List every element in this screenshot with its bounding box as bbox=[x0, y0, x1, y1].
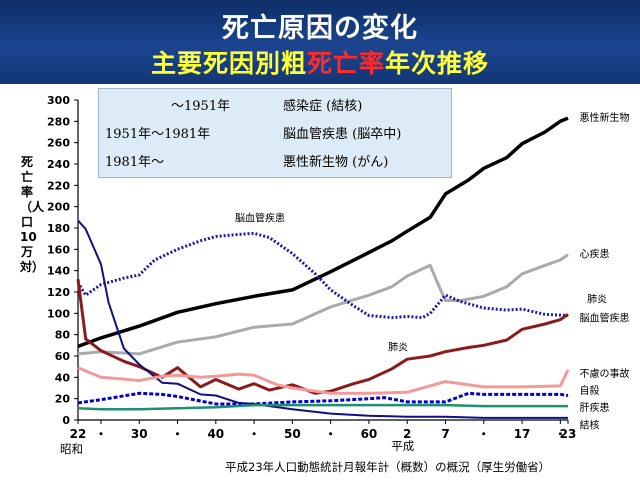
series-line-不慮の事故 bbox=[77, 366, 570, 395]
series-label: 脳血管疾患 bbox=[579, 312, 629, 325]
subtitle-part-b: 死亡率 bbox=[306, 49, 385, 78]
y-tick-label: 180 bbox=[47, 222, 70, 235]
series-line-脳血管疾患 bbox=[76, 231, 569, 320]
y-tick-label: 60 bbox=[55, 350, 71, 363]
y-tick-label: 260 bbox=[47, 137, 70, 150]
y-tick-label: 120 bbox=[47, 286, 70, 299]
series-line-悪性新生物 bbox=[77, 116, 569, 349]
x-tick-label: ・ bbox=[478, 427, 490, 441]
x-tick-label: ・ bbox=[248, 427, 260, 441]
legend-cause: 悪性新生物 (がん) bbox=[283, 155, 389, 170]
legend-period: 〜1951年 bbox=[171, 99, 231, 114]
y-tick-label: 40 bbox=[55, 371, 71, 384]
series-label: 不慮の事故 bbox=[579, 367, 629, 380]
x-tick-label: 60 bbox=[361, 427, 378, 441]
legend-period: 1981年〜 bbox=[105, 155, 165, 170]
legend-row: 1951年〜1981年 脳血管疾患 (脳卒中) bbox=[99, 123, 451, 142]
series-label: 結核 bbox=[579, 418, 599, 431]
series-label: 自殺 bbox=[579, 384, 599, 397]
subtitle-part-a: 主要死因別粗 bbox=[150, 49, 307, 78]
series-line-肺炎 bbox=[76, 279, 569, 395]
y-tick-label: 20 bbox=[55, 393, 71, 406]
series-line-肝疾患 bbox=[77, 403, 568, 411]
subtitle-part-c: 年次推移 bbox=[385, 49, 490, 78]
series-line-自殺 bbox=[77, 391, 569, 406]
x-tick-label: 30 bbox=[131, 427, 148, 441]
x-tick-label: 50 bbox=[284, 427, 301, 441]
series-label: 肺炎 bbox=[587, 293, 607, 305]
x-tick-label: ・ bbox=[95, 427, 107, 441]
series-label: 肺炎 bbox=[388, 341, 408, 353]
y-tick-label: 80 bbox=[55, 329, 71, 342]
y-tick-label: 220 bbox=[47, 179, 70, 192]
title-banner: 死亡原因の変化 主要死因別粗死亡率年次推移 bbox=[0, 0, 640, 84]
legend-row: 1981年〜 悪性新生物 (がん) bbox=[99, 151, 451, 170]
series-line-結核 bbox=[77, 219, 568, 419]
y-tick-label: 100 bbox=[47, 307, 70, 320]
legend-row: 〜1951年 感染症 (結核) bbox=[99, 95, 451, 114]
series-label: 脳血管疾患 bbox=[235, 211, 285, 224]
series-label: 悪性新生物 bbox=[579, 111, 629, 124]
axes-layer: 0204060801001201401601802002202402602803… bbox=[47, 94, 576, 456]
x-tick-label: ・ bbox=[554, 427, 566, 441]
era-label-showa: 昭和 bbox=[60, 442, 83, 456]
series-line-心疾患 bbox=[77, 253, 569, 356]
legend-cause: 感染症 (結核) bbox=[283, 99, 363, 114]
x-tick-label: 2 bbox=[403, 427, 411, 441]
y-axis-label: 死亡率（人口10万対） bbox=[20, 155, 45, 274]
x-tick-label: ・ bbox=[172, 427, 184, 441]
source-note: 平成23年人口動態統計月報年計（概数）の概況（厚生労働省） bbox=[225, 460, 551, 474]
x-tick-label: 23 bbox=[560, 427, 577, 441]
series-label: 肝疾患 bbox=[579, 401, 609, 414]
x-tick-label: 7 bbox=[441, 427, 449, 441]
series-label: 心疾患 bbox=[579, 248, 609, 261]
x-tick-label: 17 bbox=[514, 427, 531, 441]
y-tick-label: 160 bbox=[47, 243, 70, 256]
period-legend-box: 〜1951年 感染症 (結核) 1951年〜1981年 脳血管疾患 (脳卒中) … bbox=[98, 88, 452, 178]
y-tick-label: 300 bbox=[47, 94, 70, 107]
x-tick-label: 40 bbox=[207, 427, 224, 441]
legend-period: 1951年〜1981年 bbox=[105, 127, 211, 142]
y-tick-label: 0 bbox=[62, 414, 70, 427]
y-tick-label: 240 bbox=[47, 158, 70, 171]
y-tick-label: 280 bbox=[47, 115, 70, 128]
legend-cause: 脳血管疾患 (脳卒中) bbox=[283, 127, 402, 142]
series-layer bbox=[76, 116, 570, 419]
era-label-heisei: 平成 bbox=[391, 439, 414, 453]
page-subtitle: 主要死因別粗死亡率年次推移 bbox=[0, 44, 640, 80]
x-tick-label: 22 bbox=[70, 427, 87, 441]
mortality-line-chart: 0204060801001201401601802002202402602803… bbox=[47, 94, 630, 456]
y-tick-label: 200 bbox=[47, 201, 70, 214]
page-title: 死亡原因の変化 bbox=[222, 13, 418, 44]
y-tick-label: 140 bbox=[47, 265, 70, 278]
x-tick-label: ・ bbox=[325, 427, 337, 441]
